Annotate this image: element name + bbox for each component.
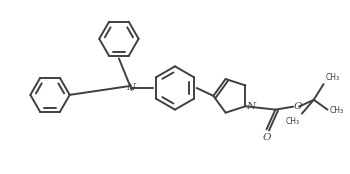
Text: CH₃: CH₃ [329,106,344,115]
Text: N: N [126,84,135,93]
Text: N: N [246,102,256,111]
Text: O: O [262,133,271,142]
Text: CH₃: CH₃ [326,73,340,82]
Text: O: O [294,102,302,111]
Text: CH₃: CH₃ [286,117,300,125]
